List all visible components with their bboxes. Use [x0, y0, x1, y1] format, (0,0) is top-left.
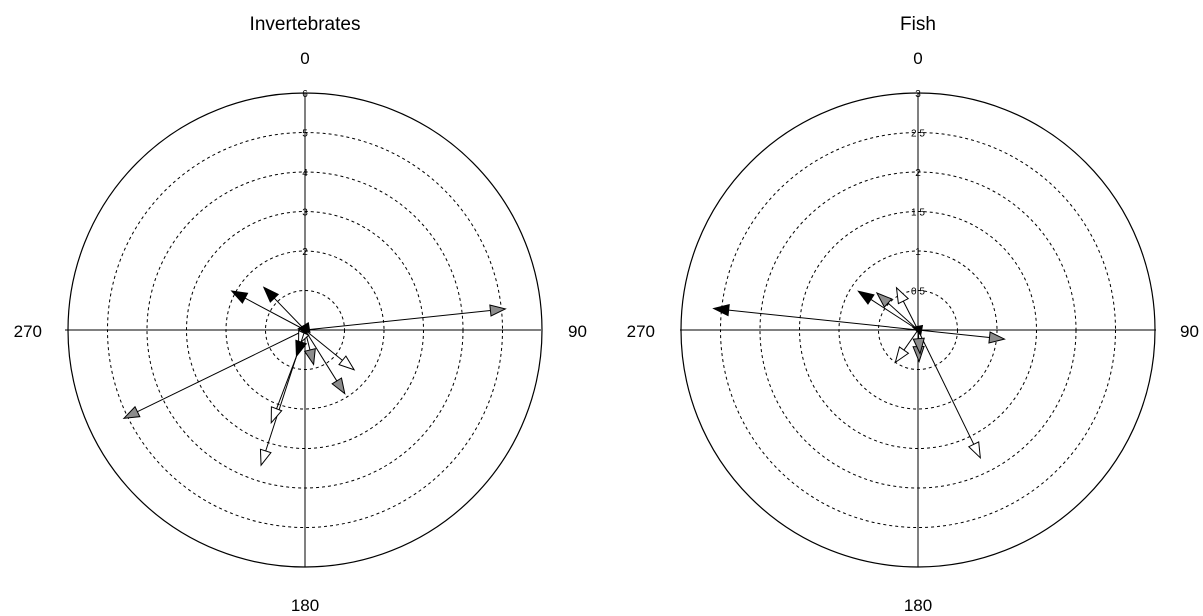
invertebrates-vector-head-0: [489, 304, 507, 317]
invertebrates-vector-2: [230, 290, 306, 331]
fish-vector-9: [911, 324, 924, 337]
fish-vectors: [712, 286, 1006, 460]
fish-label-0: 0: [913, 49, 922, 68]
invertebrates-vector-11: [295, 329, 308, 358]
invertebrates-label-90: 90: [568, 322, 587, 341]
invertebrates-vectors: [122, 286, 507, 467]
fish-vector-head-5: [895, 286, 910, 305]
fish-vector-head-1: [988, 331, 1006, 344]
invertebrates-vector-shaft-8: [276, 356, 297, 409]
fish-vector-shaft-3: [870, 299, 919, 331]
invertebrates-vector-head-2: [230, 290, 249, 304]
invertebrates-vector-head-6: [303, 347, 316, 366]
invertebrates-ring-labels: 2 3 4 5 6: [302, 89, 308, 258]
fish-label-90: 90: [1180, 322, 1199, 341]
fish-vector-head-2: [967, 441, 981, 460]
fish-label-180: 180: [904, 596, 932, 615]
fish-vector-head-4: [875, 292, 893, 308]
fish-vector-head-3: [857, 290, 875, 305]
fish-label-270: 270: [627, 322, 655, 341]
fish-vector-shaft-0: [728, 309, 919, 331]
invertebrates-vector-shaft-3: [273, 297, 306, 331]
fish-vector-head-8: [912, 337, 925, 356]
invertebrates-vector-shaft-1: [137, 329, 306, 413]
invertebrates-label-180: 180: [291, 596, 319, 615]
invertebrates-ring-label-3: 5: [302, 129, 308, 140]
fish-ring-label-3: 2: [915, 168, 921, 179]
fish-panel: Fish 0 90 180 270 0.5 1 1.5 2 2.5 3: [627, 14, 1199, 615]
fish-vector-shaft-5: [902, 300, 919, 331]
fish-ring-label-5: 3: [915, 89, 921, 100]
invertebrates-vector-shaft-7: [265, 356, 297, 452]
invertebrates-vector-shaft-0: [304, 310, 491, 331]
fish-ring-label-0: 0.5: [911, 287, 925, 298]
invertebrates-ring-label-1: 3: [302, 208, 308, 219]
invertebrates-ring-label-4: 6: [302, 89, 308, 100]
invertebrates-vector-head-3: [262, 286, 280, 303]
invertebrates-vector-8: [270, 356, 297, 425]
invertebrates-vector-shaft-11: [300, 329, 306, 343]
invertebrates-vector-4: [304, 329, 346, 395]
fish-ring-labels: 0.5 1 1.5 2 2.5 3: [911, 89, 925, 298]
fish-vector-head-0: [712, 303, 730, 317]
invertebrates-vector-5: [304, 329, 356, 371]
invertebrates-vector-shaft-5: [304, 329, 343, 361]
invertebrates-vector-1: [122, 329, 306, 419]
fish-vector-4: [875, 292, 919, 331]
invertebrates-vector-12: [298, 322, 311, 334]
invertebrates-vector-shaft-4: [304, 329, 338, 382]
invertebrates-vector-7: [259, 356, 297, 467]
invertebrates-ring-label-2: 4: [302, 168, 308, 179]
invertebrates-vector-head-1: [122, 405, 141, 419]
fish-vector-3: [857, 290, 919, 331]
fish-vector-6: [894, 329, 919, 364]
invertebrates-vector-shaft-2: [244, 297, 306, 331]
invertebrates-ring-label-0: 2: [302, 247, 308, 258]
fish-vector-shaft-6: [903, 329, 919, 351]
invertebrates-vector-head-7: [259, 448, 272, 467]
invertebrates-vector-head-4: [331, 377, 346, 395]
fish-vector-shaft-1: [917, 329, 990, 339]
fish-vector-head-9: [911, 324, 924, 337]
fish-vector-2: [917, 329, 981, 460]
invertebrates-panel: Invertebrates 0 90 180 270 2 3 4 5 6: [14, 14, 587, 615]
invertebrates-grid: [65, 92, 543, 568]
invertebrates-label-270: 270: [14, 322, 42, 341]
fish-vector-shaft-2: [917, 329, 975, 445]
fish-ring-label-2: 1.5: [911, 208, 925, 219]
invertebrates-vector-0: [304, 304, 507, 331]
invertebrates-vector-head-8: [270, 406, 283, 425]
fish-title: Fish: [900, 14, 936, 35]
fish-ring-label-4: 2.5: [911, 129, 925, 140]
invertebrates-vector-head-12: [298, 322, 311, 334]
invertebrates-vector-head-11: [295, 339, 308, 358]
fish-vector-1: [917, 329, 1006, 344]
invertebrates-vector-3: [262, 286, 306, 331]
invertebrates-title: Invertebrates: [250, 14, 361, 35]
fish-ring-label-1: 1: [915, 247, 921, 258]
fish-vector-0: [712, 303, 919, 331]
fish-vector-head-6: [894, 346, 910, 364]
fish-vector-5: [895, 286, 919, 331]
fish-vector-shaft-4: [887, 302, 919, 331]
invertebrates-vector-head-5: [338, 355, 356, 371]
invertebrates-label-0: 0: [300, 49, 309, 68]
